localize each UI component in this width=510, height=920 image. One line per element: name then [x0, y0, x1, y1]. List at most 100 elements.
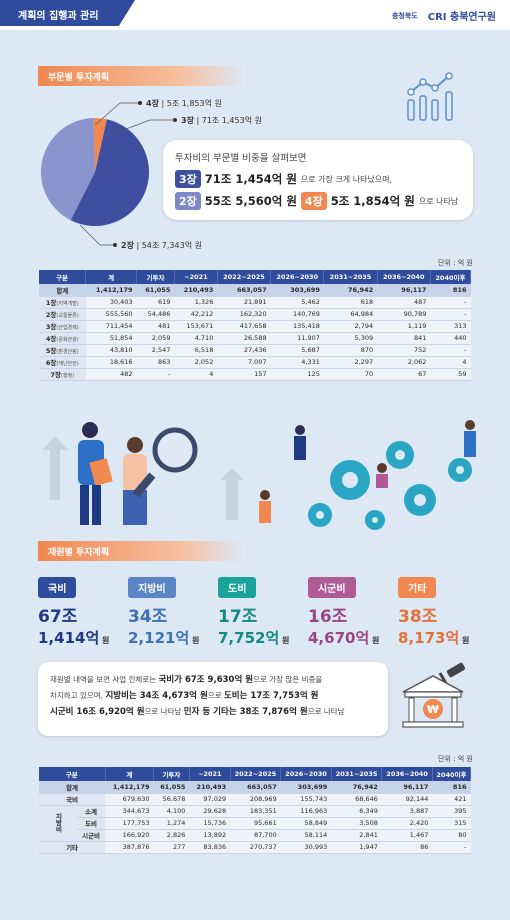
section1-title: 부문별 투자계획	[38, 66, 243, 86]
table2-row: 도비 177,753 1,274 15,736 95,661 58,849 3,508 2,4…	[39, 817, 471, 830]
table2-cell: 56,678	[153, 793, 190, 806]
table1-cell: 482	[85, 368, 137, 381]
table1-cell: 2,059	[136, 332, 175, 345]
table1-cell: 70	[323, 368, 378, 381]
table2-row-label: 소계	[77, 805, 106, 818]
table2-cell: 15,736	[189, 817, 231, 830]
funding-card-label: 도비	[218, 577, 257, 598]
table1-cell: 4,710	[174, 332, 218, 345]
funding-card-trillion: 16조	[308, 607, 348, 627]
table1-cell: 153,671	[174, 320, 218, 333]
table1-cell: 90,789	[377, 308, 431, 321]
table1-cell: 27,436	[217, 344, 271, 357]
funding-card-billion: 7,752억 원	[218, 629, 290, 647]
bubble-intro: 투자비의 부문별 비중을 살펴보면	[175, 153, 307, 164]
table1-cell: 440	[430, 332, 471, 345]
table2-header-cell: 2031~2035	[331, 767, 383, 781]
summary-bubble: 투자비의 부문별 비중을 살펴보면 3장 71조 1,454억 원 으로 가장 …	[163, 140, 473, 220]
table1-cell: 11,907	[270, 332, 324, 345]
table1-cell: 555,560	[85, 308, 137, 321]
table1-cell: 663,057	[217, 284, 271, 297]
table2-header-cell: ~2021	[189, 767, 231, 781]
table1-cell: 125	[270, 368, 324, 381]
table2-header-cell: 구분	[39, 767, 106, 781]
table1-row-label: 5장(환경산림)	[39, 344, 86, 357]
table1-cell: -	[430, 296, 471, 309]
table1-row-label: 7장(행정)	[39, 368, 86, 381]
table2-cell: 210,493	[189, 781, 231, 794]
table2-cell: 277	[153, 841, 190, 854]
table2-row: 시군비 166,920 2,826 13,892 87,700 58,114 2,841 1,…	[39, 829, 471, 842]
table1-cell: 313	[430, 320, 471, 333]
table1-cell: 7,007	[217, 356, 271, 369]
table1-cell: 2,062	[377, 356, 431, 369]
table1-header-cell: ~2021	[174, 270, 218, 284]
table2-row: 지방비 소계 344,673 4,100 29,628 183,351 116,963 6,3…	[39, 805, 471, 842]
callout-ch4: 4장 | 5조 1,853억 원	[146, 99, 222, 108]
funding-card-billion: 2,121억 원	[128, 629, 200, 647]
funding-card-label: 국비	[38, 577, 77, 598]
table2-cell: 395	[432, 805, 471, 818]
table1-cell: 619	[136, 296, 175, 309]
table2-cell: 96,117	[381, 781, 433, 794]
table2-cell: 1,947	[331, 841, 382, 854]
table2-header-cell: 2040이후	[432, 767, 472, 781]
pie-slice-ch4	[93, 118, 107, 172]
funding-card-billion: 4,670억 원	[308, 629, 380, 647]
table1-cell: 303,699	[270, 284, 324, 297]
table2-cell: 679,630	[105, 793, 154, 806]
table1-cell: 2,297	[323, 356, 378, 369]
table2-unit: 단위 : 억 원	[438, 755, 473, 763]
table1-cell: 4,331	[270, 356, 324, 369]
table2-cell: 2,841	[331, 829, 382, 842]
callout-ch2: 2장 | 54조 7,343억 원	[121, 241, 202, 250]
table1-cell: 752	[377, 344, 431, 357]
table2-cell: 3,508	[331, 817, 382, 830]
table1-cell: 64,984	[323, 308, 378, 321]
table2-cell: -	[432, 841, 471, 854]
table1-cell: 6,518	[174, 344, 218, 357]
table-by-sector: 구분 계 기투자 ~2021 2022~2025 2026~2030 2031~2035 20…	[39, 270, 472, 381]
table1-cell: 618	[323, 296, 378, 309]
table1-cell: 59	[430, 368, 471, 381]
table1-row-label: 합계	[39, 284, 86, 297]
table2-cell: 1,274	[153, 817, 190, 830]
table2-cell: 97,029	[189, 793, 231, 806]
table2-cell: 208,969	[230, 793, 281, 806]
table2-cell: 92,144	[381, 793, 433, 806]
table2-row-label: 도비	[77, 817, 106, 830]
funding-description: 재원별 내역을 보면 사업 전체로는 국비가 67조 9,630억 원으로 가장…	[38, 662, 388, 736]
table1-cell: 1,326	[174, 296, 218, 309]
table2-cell: 1,412,179	[105, 781, 154, 794]
table2-row-label: 합계	[39, 781, 106, 794]
table2-row-label: 기타	[39, 841, 106, 854]
table2-cell: 4,100	[153, 805, 190, 818]
business-illustration	[42, 420, 476, 530]
table1-cell: 1,119	[377, 320, 431, 333]
table2-cell: 30,993	[280, 841, 332, 854]
table1-cell: 870	[323, 344, 378, 357]
table1-cell: 135,418	[270, 320, 324, 333]
table1-cell: -	[430, 308, 471, 321]
table2-cell: 76,942	[331, 781, 382, 794]
table1-cell: 157	[217, 368, 271, 381]
table1-header-cell: 2031~2035	[323, 270, 378, 284]
funding-card-label: 시군비	[308, 577, 356, 598]
pie-slice-ch2	[40, 118, 95, 221]
table2-cell: 183,351	[230, 805, 281, 818]
section-tag: 계획의 집행과 관리	[0, 0, 135, 26]
table1-cell: 4	[174, 368, 218, 381]
table2-cell: 315	[432, 817, 471, 830]
table1-cell: 841	[377, 332, 431, 345]
section2-title: 재원별 투자계획	[38, 541, 243, 561]
table2-row-label: 시군비	[77, 829, 106, 842]
table1-cell: 54,486	[136, 308, 175, 321]
funding-card-label: 지방비	[128, 577, 176, 598]
table1-cell: 42,212	[174, 308, 218, 321]
funding-card: 기타 38조 8,173억 원	[398, 577, 478, 648]
table2-cell: 29,628	[189, 805, 231, 818]
table2-cell: 68,646	[331, 793, 382, 806]
pie-chart	[40, 118, 149, 226]
table1-row: 2장(교통물류) 555,560 54,486 42,212 162,320 140,76…	[39, 308, 471, 321]
table1-header-cell: 2036~2040	[377, 270, 431, 284]
